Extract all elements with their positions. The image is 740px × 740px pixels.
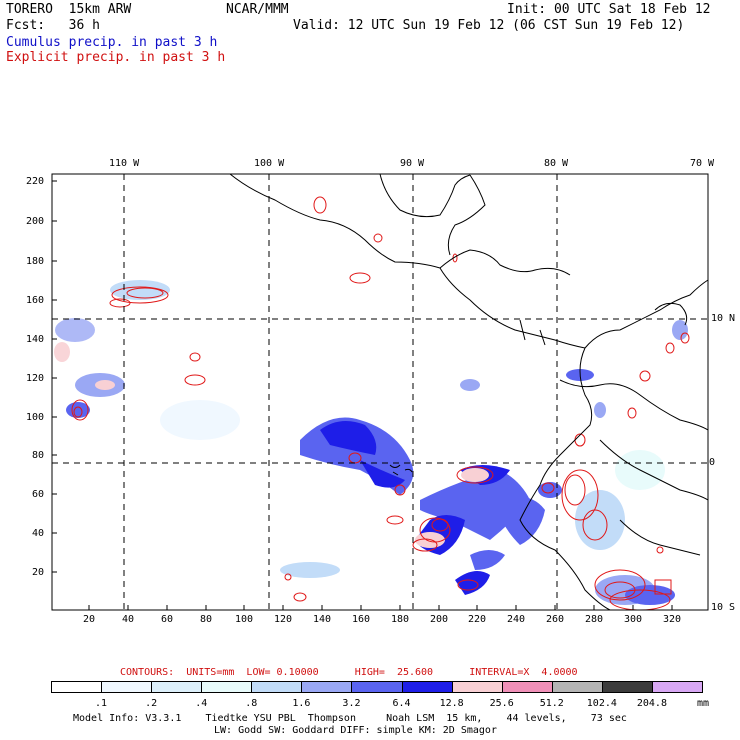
colorbar-swatch	[351, 681, 403, 693]
colorbar-swatch	[251, 681, 303, 693]
x-tick-label: 120	[274, 614, 293, 625]
y-tick-label: 120	[26, 373, 45, 384]
colorbar-label: 6.4	[392, 698, 411, 709]
lat-label: 10 S	[711, 602, 736, 613]
y-tick-label: 220	[26, 176, 45, 187]
y-tick-label: 20	[32, 567, 45, 578]
x-tick-label: 200	[430, 614, 449, 625]
colorbar-swatch	[101, 681, 153, 693]
colorbar-swatch	[301, 681, 353, 693]
colorbar-swatch	[201, 681, 253, 693]
x-tick-label: 20	[83, 614, 96, 625]
y-tick-label: 80	[32, 450, 45, 461]
organization-label: NCAR/MMM	[226, 2, 289, 17]
x-tick-label: 140	[313, 614, 332, 625]
model-info-line2: LW: Godd SW: Goddard DIFF: simple KM: 2D…	[214, 725, 497, 736]
colorbar-swatch	[51, 681, 103, 693]
x-tick-label: 60	[161, 614, 174, 625]
y-tick-label: 40	[32, 528, 45, 539]
model-title: TORERO 15km ARW	[6, 2, 132, 17]
colorbar-label: 204.8	[636, 698, 667, 709]
lon-label: 80 W	[544, 158, 569, 169]
colorbar-label: 51.2	[539, 698, 564, 709]
x-tick-label: 160	[352, 614, 371, 625]
colorbar-label: 3.2	[342, 698, 361, 709]
coastlines	[229, 173, 709, 611]
colorbar-label: 12.8	[439, 698, 464, 709]
colorbar-swatch	[551, 681, 603, 693]
colorbar-label: .2	[145, 698, 158, 709]
x-tick-label: 40	[122, 614, 135, 625]
colorbar-label: 25.6	[489, 698, 514, 709]
axis-ticks	[52, 180, 673, 610]
colorbar-label: .8	[245, 698, 258, 709]
x-tick-label: 300	[624, 614, 643, 625]
x-tick-label: 180	[391, 614, 410, 625]
y-tick-label: 200	[26, 216, 45, 227]
x-tick-label: 280	[585, 614, 604, 625]
map-frame	[51, 173, 709, 611]
colorbar-swatch	[401, 681, 453, 693]
y-tick-label: 100	[26, 412, 45, 423]
init-time: Init: 00 UTC Sat 18 Feb 12	[507, 2, 711, 17]
x-tick-label: 240	[507, 614, 526, 625]
colorbar-swatch	[451, 681, 503, 693]
colorbar-swatch	[601, 681, 653, 693]
colorbar-swatch	[151, 681, 203, 693]
lon-label: 90 W	[400, 158, 425, 169]
colorbar-swatch	[501, 681, 553, 693]
contour-info: CONTOURS: UNITS=mm LOW= 0.10000 HIGH= 25…	[120, 667, 578, 678]
colorbar-label: .1	[95, 698, 108, 709]
lat-label: 10 N	[711, 313, 736, 324]
y-tick-label: 60	[32, 489, 45, 500]
colorbar-label: 102.4	[586, 698, 617, 709]
y-tick-label: 140	[26, 334, 45, 345]
lat-label: 0	[709, 457, 716, 468]
lat-lon-grid	[52, 174, 708, 610]
cumulus-field-title: Cumulus precip. in past 3 h	[6, 35, 218, 50]
x-tick-label: 220	[468, 614, 487, 625]
y-tick-label: 160	[26, 295, 45, 306]
lon-label: 100 W	[254, 158, 285, 169]
colorbar-label: 1.6	[292, 698, 311, 709]
colorbar-swatch	[651, 681, 703, 693]
colorbar-unit: mm	[697, 698, 710, 709]
lon-label: 110 W	[109, 158, 140, 169]
x-tick-label: 260	[546, 614, 565, 625]
x-tick-label: 80	[200, 614, 213, 625]
lon-label: 70 W	[690, 158, 715, 169]
explicit-field-title: Explicit precip. in past 3 h	[6, 50, 226, 65]
y-tick-label: 180	[26, 256, 45, 267]
x-tick-label: 100	[235, 614, 254, 625]
model-info-line1: Model Info: V3.3.1 Tiedtke YSU PBL Thomp…	[73, 713, 627, 724]
cumulus-precip-areas	[54, 280, 688, 605]
colorbar-label: .4	[195, 698, 208, 709]
forecast-hour: Fcst: 36 h	[6, 18, 100, 33]
x-tick-label: 320	[663, 614, 682, 625]
valid-time: Valid: 12 UTC Sun 19 Feb 12 (06 CST Sun …	[293, 18, 685, 33]
